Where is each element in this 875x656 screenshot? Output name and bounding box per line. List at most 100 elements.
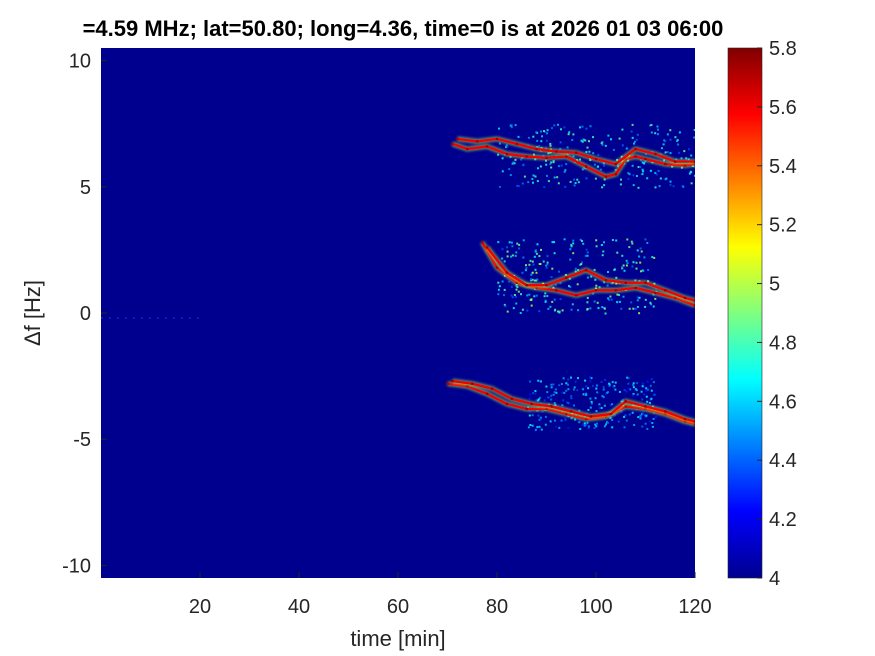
diffuse-echo-1-120 (590, 275, 593, 278)
diffuse-echo-2-174 (585, 392, 587, 395)
diffuse-echo-1-104 (559, 298, 562, 301)
diffuse-echo-1-116 (511, 245, 514, 248)
diffuse-echo-1-178 (569, 285, 572, 288)
diffuse-echo-1-31 (535, 294, 538, 297)
trace-point-2-9 (654, 291, 657, 295)
diffuse-echo-0-235 (603, 164, 605, 167)
diffuse-echo-1-118 (622, 295, 625, 298)
diffuse-echo-2-54 (565, 382, 568, 385)
diffuse-echo-2-44 (610, 417, 613, 420)
trace-point-2-6 (594, 289, 598, 292)
diffuse-echo-1-186 (513, 294, 516, 296)
diffuse-echo-0-14 (566, 146, 569, 149)
diffuse-echo-2-205 (654, 393, 657, 396)
diffuse-echo-0-12 (610, 138, 612, 141)
diffuse-echo-2-165 (583, 422, 586, 425)
diffuse-echo-0-198 (632, 184, 635, 187)
diffuse-echo-2-55 (632, 393, 635, 395)
diffuse-echo-2-131 (596, 391, 599, 394)
diffuse-echo-1-52 (581, 261, 583, 264)
diffuse-echo-1-127 (569, 258, 572, 261)
diffuse-echo-2-180 (641, 385, 644, 388)
diffuse-echo-1-188 (616, 251, 619, 254)
diffuse-echo-1-129 (602, 250, 605, 253)
diffuse-echo-2-251 (650, 389, 653, 392)
diffuse-echo-2-40 (546, 391, 549, 394)
diffuse-echo-1-111 (572, 239, 575, 242)
diffuse-echo-1-160 (540, 248, 542, 251)
diffuse-echo-2-206 (573, 404, 575, 407)
diffuse-echo-1-11 (654, 297, 657, 300)
diffuse-echo-1-169 (522, 239, 525, 242)
diffuse-echo-1-87 (536, 243, 539, 246)
diffuse-echo-2-90 (578, 409, 581, 412)
diffuse-echo-0-135 (649, 169, 652, 172)
diffuse-echo-0-44 (559, 147, 562, 150)
diffuse-echo-1-152 (636, 306, 639, 308)
diffuse-echo-1-95 (530, 304, 533, 307)
diffuse-echo-2-184 (625, 419, 628, 422)
diffuse-echo-0-75 (603, 184, 606, 187)
diffuse-echo-0-79 (642, 170, 645, 173)
diffuse-echo-0-179 (536, 180, 539, 183)
diffuse-echo-0-5 (546, 174, 548, 177)
trace-point-2-1 (495, 266, 499, 269)
diffuse-echo-1-167 (546, 255, 549, 258)
diffuse-echo-2-195 (574, 380, 577, 383)
trace-point-1-0 (456, 137, 459, 141)
diffuse-echo-2-256 (553, 391, 556, 394)
trace-point-2-8 (634, 286, 637, 290)
diffuse-echo-2-145 (644, 422, 647, 425)
diffuse-echo-0-74 (588, 140, 590, 143)
diffuse-echo-1-236 (615, 276, 618, 279)
trace-point-5-3 (510, 397, 514, 401)
diffuse-echo-1-193 (553, 252, 556, 255)
diffuse-echo-0-194 (666, 133, 669, 136)
diffuse-echo-0-113 (628, 173, 631, 176)
diffuse-echo-2-144 (648, 401, 651, 404)
diffuse-echo-2-152 (645, 414, 648, 417)
diffuse-echo-1-182 (544, 300, 547, 303)
diffuse-echo-0-48 (556, 176, 559, 179)
diffuse-echo-1-32 (574, 267, 577, 270)
diffuse-echo-1-101 (522, 256, 525, 259)
trace-point-5-7 (589, 415, 593, 418)
trace-line-5 (452, 379, 695, 423)
diffuse-echo-2-36 (645, 387, 648, 390)
diffuse-echo-2-212 (579, 428, 582, 430)
y-tick-label-2: 0 (80, 303, 91, 325)
y-axis-ticks: 10 5 0 -5 -10 (62, 51, 107, 577)
diffuse-echo-2-124 (641, 413, 644, 416)
diffuse-echo-2-122 (603, 404, 606, 407)
diffuse-echo-1-40 (553, 309, 556, 312)
trace-point-1-7 (594, 157, 598, 161)
diffuse-echo-2-225 (587, 409, 590, 411)
diffuse-echo-0-66 (586, 146, 589, 149)
colorbar-tick-label-0: 5.8 (769, 38, 797, 60)
diffuse-echo-2-156 (589, 397, 592, 400)
diffuse-echo-0-254 (532, 174, 535, 177)
trace-point-5-11 (664, 410, 667, 413)
diffuse-echo-0-59 (630, 130, 633, 133)
diffuse-echo-2-46 (609, 404, 612, 407)
diffuse-echo-2-204 (550, 386, 553, 389)
diffuse-echo-1-244 (631, 265, 634, 268)
diffuse-echo-2-9 (540, 428, 543, 431)
diffuse-echo-2-154 (591, 385, 594, 388)
diffuse-echo-1-195 (601, 254, 604, 257)
diffuse-echo-2-143 (639, 414, 642, 417)
trace-point-4-6 (565, 412, 568, 416)
diffuse-echo-1-189 (621, 254, 624, 257)
diffuse-echo-2-104 (535, 399, 538, 402)
diffuse-echo-1-163 (595, 245, 598, 248)
diffuse-echo-1-224 (536, 278, 539, 281)
trace-point-5-10 (644, 405, 647, 408)
diffuse-echo-2-188 (632, 384, 635, 386)
diffuse-echo-1-170 (534, 268, 537, 271)
diffuse-echo-1-80 (516, 286, 519, 289)
diffuse-echo-0-193 (523, 175, 526, 178)
diffuse-echo-0-167 (616, 158, 619, 161)
trace-point-3-0 (485, 246, 489, 249)
diffuse-echo-0-69 (617, 165, 619, 168)
diffuse-echo-0-226 (690, 171, 693, 174)
